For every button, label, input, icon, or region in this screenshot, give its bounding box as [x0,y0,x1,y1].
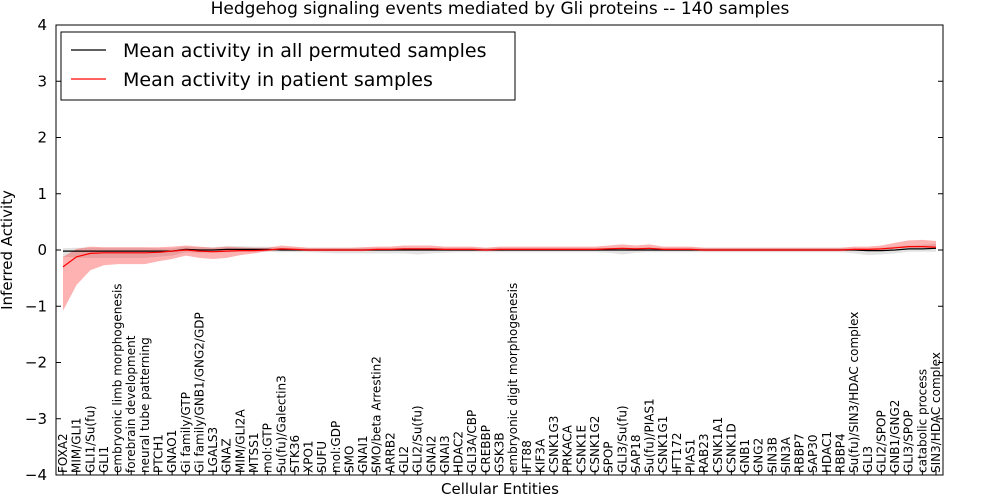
x-tick-label: GLI2/SPOP [874,410,888,473]
x-tick-label: GNG2 [752,438,766,473]
x-tick-label: GLI3/SPOP [902,410,916,473]
x-tick-label: KIF3A [533,438,547,473]
x-tick-label: embryonic limb morphogenesis [111,283,125,473]
x-tick-label: GNAO1 [165,430,179,473]
x-tick-label: SIN3/HDAC complex [929,352,943,473]
x-tick-label: HDAC2 [452,431,466,473]
x-tick-label: GNB1/GNG2 [888,400,902,473]
x-tick-label: MIM/GLI2A [233,409,247,473]
x-tick-label: MTSS1 [247,432,261,473]
x-tick-label: HDAC1 [820,431,834,473]
y-tick-label: −1 [25,297,47,315]
y-tick-label: 0 [37,241,47,259]
x-tick-label: PIAS1 [684,439,698,473]
x-tick-label: SPOP [602,441,616,473]
x-tick-label: GLI3A/CBP [465,410,479,473]
x-tick-label: SUFU [315,441,329,473]
x-tick-label: SMO/beta Arrestin2 [370,356,384,473]
x-tick-labels: FOXA2 MIM/GLI1 GLI1/Su(fu) GLI1 embryonic li… [56,283,943,473]
series-lines [62,246,937,268]
x-tick-label: STK36 [288,435,302,473]
x-tick-label: GLI2/Su(fu) [411,405,425,473]
y-tick-label: −4 [25,466,47,484]
band-series-1 [63,243,936,258]
x-tick-label: CSNK1A1 [711,417,725,473]
x-tick-label: Su(fu)/Galectin3 [274,375,288,473]
confidence-bands [63,239,936,311]
legend: Mean activity in all permuted samples Me… [60,31,516,101]
x-tick-label: GLI1/Su(fu) [83,405,97,473]
y-axis-label: Inferred Activity [0,190,16,310]
x-tick-label: Su(fu)/PIAS1 [643,398,657,473]
y-tick-label: 1 [37,185,47,203]
x-tick-label: CSNK1G1 [656,416,670,473]
x-tick-label: GNAZ [220,438,234,473]
axis-ticks: 4 3 2 1 0 −1 −2 −3 −4 [25,16,943,484]
x-tick-label: GNAI1 [356,435,370,473]
x-tick-label: SIN3A [779,436,793,473]
x-tick-label: CSNK1G2 [588,416,602,473]
x-tick-label: CREBBP [479,425,493,473]
x-tick-label: SIN3B [765,437,779,473]
x-tick-label: GLI3/Su(fu) [615,405,629,473]
x-tick-label: catabolic process [915,369,929,473]
x-tick-label: CSNK1E [574,425,588,473]
x-tick-label: GLI1 [97,446,111,473]
y-tick-label: 4 [37,16,47,34]
x-tick-label: GLI2 [397,446,411,473]
x-tick-label: neural tube patterning [138,337,152,473]
x-tick-label: RBBP4 [834,433,848,473]
x-tick-label: RBBP7 [793,433,807,473]
x-tick-label: IFT172 [670,433,684,473]
x-tick-label: FOXA2 [56,433,70,473]
x-tick-label: SAP18 [629,434,643,473]
y-tick-label: −2 [25,354,47,372]
x-tick-label: mol:GTP [261,423,275,473]
x-tick-label: GSK3B [493,432,507,473]
x-tick-label: mol:GDP [329,421,343,473]
x-tick-label: embryonic digit morphogenesis [506,283,520,473]
x-tick-label: GLI3 [861,446,875,473]
x-tick-label: XPO1 [302,440,316,473]
legend-label-permuted: Mean activity in all permuted samples [123,40,486,62]
x-tick-label: RAB23 [697,433,711,473]
y-tick-label: −3 [25,410,47,428]
x-tick-label: Gi family/GNB1/GNG2/GDP [192,312,206,473]
line-series-2 [62,246,937,268]
x-tick-label: GNAI3 [438,435,452,473]
x-tick-label: Gi family/GTP [179,392,193,473]
x-tick-label: SMO [343,446,357,473]
x-tick-label: PTCH1 [152,434,166,473]
legend-box [60,31,516,101]
x-tick-label: IFT88 [520,440,534,473]
x-tick-label: forebrain development [124,335,138,473]
x-tick-label: CSNK1D [724,423,738,473]
y-tick-label: 3 [37,72,47,90]
x-tick-label: PRKACA [561,424,575,473]
y-tick-label: 2 [37,129,47,147]
x-tick-label: LGALS3 [206,427,220,473]
x-tick-label: MIM/GLI1 [70,418,84,473]
x-tick-label: SAP30 [806,434,820,473]
plot-frame [55,24,944,476]
legend-label-patient: Mean activity in patient samples [123,69,433,91]
x-tick-label: CSNK1G3 [547,416,561,473]
x-axis-label: Cellular Entities [441,480,559,498]
x-tick-label: Su(fu)/SIN3/HDAC complex [847,312,861,473]
x-tick-label: GNAI2 [424,435,438,473]
x-tick-label: GNB1 [738,439,752,473]
chart-title: Hedgehog signaling events mediated by Gl… [211,0,790,19]
x-tick-label: ARRB2 [383,432,397,473]
